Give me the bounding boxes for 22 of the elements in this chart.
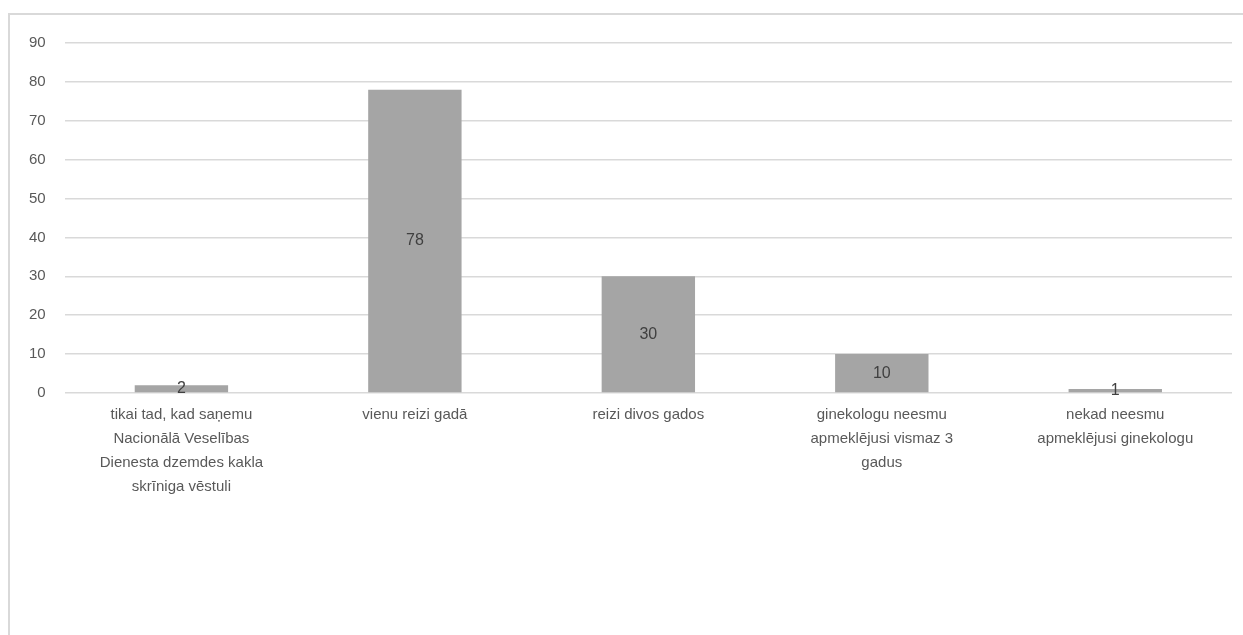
y-tick-label: 30 xyxy=(29,266,46,284)
data-label: 30 xyxy=(639,324,658,342)
x-tick-label: ginekologu neesmu apmeklējusi vismaz 3 gadus xyxy=(810,405,954,471)
y-tick-label: 80 xyxy=(29,72,46,90)
y-tick-label: 90 xyxy=(29,33,46,51)
y-tick-label: 50 xyxy=(29,188,46,206)
y-tick-label: 0 xyxy=(37,383,46,401)
y-tick-label: 40 xyxy=(29,227,46,245)
y-tick-label: 60 xyxy=(29,149,46,167)
data-label: 10 xyxy=(872,363,891,381)
x-tick-label: tikai tad, kad saņemu Nacionālā Veselības Dienesta dzemdes kakla skrīniga vēstuli xyxy=(99,405,264,495)
bar xyxy=(835,354,929,393)
x-tick-label: vienu reizi gadā xyxy=(362,405,469,423)
data-label: 78 xyxy=(405,231,424,249)
bar xyxy=(368,89,462,393)
data-label: 1 xyxy=(1110,381,1120,399)
y-tick-label: 10 xyxy=(29,344,46,362)
x-tick-label: nekad neesmu apmeklējusi ginekologu xyxy=(1037,405,1194,447)
x-tick-label: reizi divos gados xyxy=(592,405,705,423)
y-tick-label: 20 xyxy=(29,305,46,323)
y-tick-label: 70 xyxy=(29,110,46,128)
bar xyxy=(601,276,696,393)
